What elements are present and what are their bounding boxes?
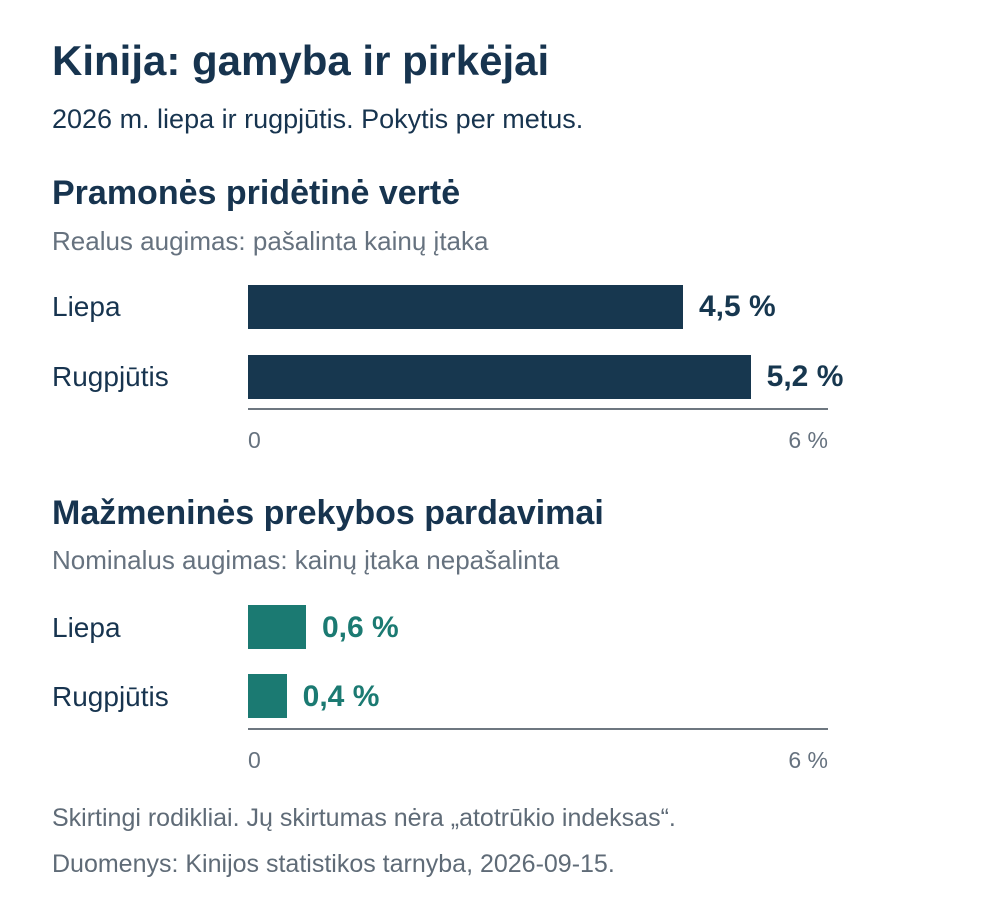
tick-label-start: 0 — [248, 427, 261, 453]
bar — [248, 674, 287, 718]
category-label: Liepa — [52, 612, 121, 643]
value-label: 0,6 % — [322, 611, 399, 644]
x-axis-line — [248, 728, 828, 730]
page-title: Kinija: gamyba ir pirkėjai — [52, 37, 550, 84]
category-label: Liepa — [52, 291, 121, 322]
panel-title: Pramonės pridėtinė vertė — [52, 174, 461, 212]
panel-title: Mažmeninės prekybos pardavimai — [52, 494, 604, 532]
tick-label-end: 6 % — [788, 747, 828, 773]
category-label: Rugpjūtis — [52, 681, 169, 712]
tick-label-start: 0 — [248, 747, 261, 773]
value-label: 5,2 % — [766, 360, 844, 393]
page-subtitle: 2026 m. liepa ir rugpjūtis. Pokytis per … — [52, 104, 584, 134]
tick-label-end: 6 % — [788, 427, 828, 453]
bar — [248, 355, 751, 399]
panel-subtitle: Nominalus augimas: kainų įtaka nepašalin… — [52, 545, 560, 575]
footnote: Skirtingi rodikliai. Jų skirtumas nėra „… — [52, 804, 676, 832]
value-label: 0,4 % — [302, 680, 380, 713]
value-label: 4,5 % — [699, 290, 776, 323]
panel-subtitle: Realus augimas: pašalinta kainų įtaka — [52, 226, 489, 256]
bar — [248, 285, 683, 329]
source-note: Duomenys: Kinijos statistikos tarnyba, 2… — [52, 850, 615, 878]
x-axis-line — [248, 408, 828, 410]
category-label: Rugpjūtis — [52, 361, 169, 392]
bar — [248, 605, 306, 649]
